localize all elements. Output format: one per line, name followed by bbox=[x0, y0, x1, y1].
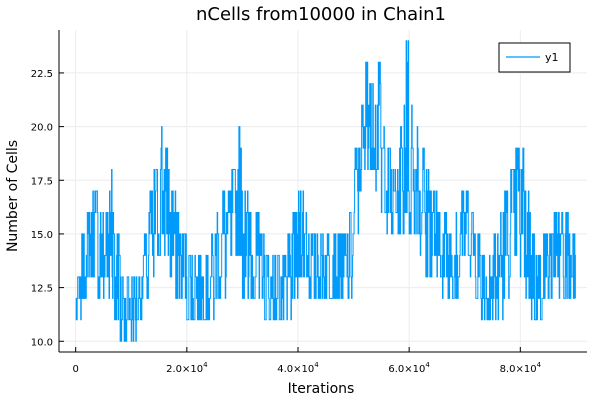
y-axis-label: Number of Cells bbox=[5, 140, 21, 252]
axes bbox=[58, 30, 587, 353]
x-axis-label: Iterations bbox=[288, 381, 355, 397]
x-tick-label: 4.0×104 bbox=[277, 361, 319, 375]
legend: y1 bbox=[498, 42, 571, 73]
y-tick-label: 10.0 bbox=[31, 337, 53, 348]
series-line-y1 bbox=[75, 40, 576, 342]
y-tick-label: 20.0 bbox=[31, 123, 53, 134]
y-tick-label: 15.0 bbox=[31, 230, 53, 241]
legend-label-y1: y1 bbox=[545, 51, 559, 64]
y-tick-label: 17.5 bbox=[31, 176, 53, 187]
y-tick-label: 12.5 bbox=[31, 284, 53, 295]
series-y1 bbox=[75, 40, 576, 342]
chart-title: nCells from10000 in Chain1 bbox=[196, 4, 446, 25]
x-tick-label: 8.0×104 bbox=[500, 361, 542, 375]
x-tick-label: 0 bbox=[72, 364, 78, 375]
y-tick-label: 22.5 bbox=[31, 69, 53, 80]
x-tick-label: 2.0×104 bbox=[166, 361, 208, 375]
x-tick-label: 6.0×104 bbox=[388, 361, 430, 375]
ticks: 0 2.0×104 4.0×104 6.0×104 8.0×104 10.0 12.5 15.… bbox=[31, 69, 542, 375]
